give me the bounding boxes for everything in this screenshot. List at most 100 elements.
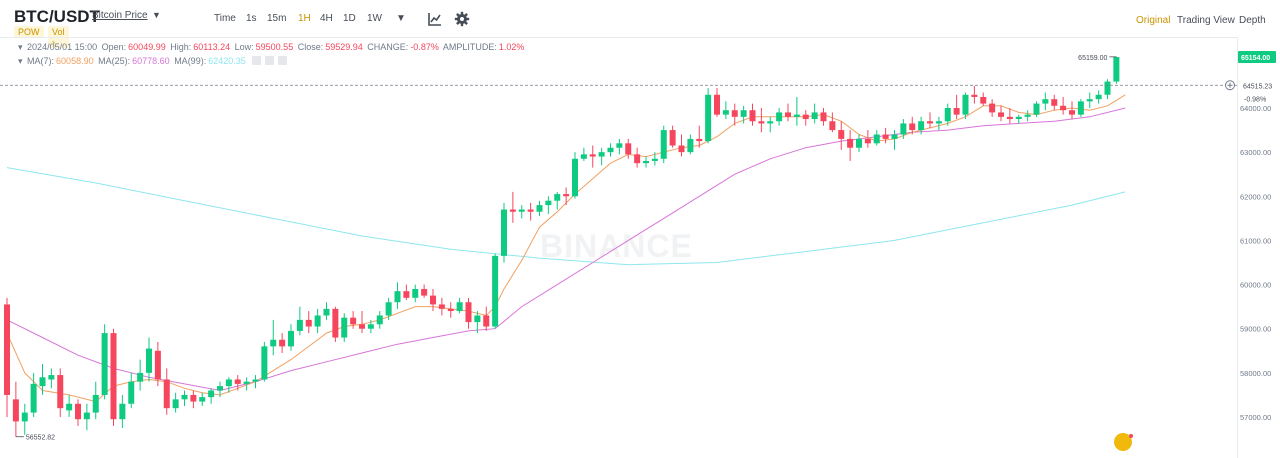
- candle[interactable]: [944, 103, 951, 126]
- candle[interactable]: [314, 308, 321, 334]
- candle[interactable]: [891, 130, 898, 150]
- candle[interactable]: [820, 108, 827, 126]
- candle[interactable]: [243, 377, 250, 391]
- candle[interactable]: [288, 324, 294, 351]
- pow-tag[interactable]: POW: [14, 26, 44, 38]
- candle[interactable]: [793, 96, 800, 126]
- tab-original[interactable]: Original: [1136, 15, 1171, 26]
- candle[interactable]: [882, 127, 889, 144]
- interval-1d[interactable]: 1D: [343, 13, 356, 24]
- candle[interactable]: [128, 372, 135, 409]
- candle[interactable]: [1024, 110, 1031, 122]
- candle[interactable]: [580, 147, 587, 161]
- candle[interactable]: [607, 143, 614, 157]
- candle[interactable]: [172, 392, 179, 413]
- candle[interactable]: [900, 119, 907, 139]
- candle[interactable]: [678, 134, 685, 157]
- candle[interactable]: [92, 381, 99, 420]
- candle[interactable]: [909, 116, 916, 135]
- candle[interactable]: [305, 311, 312, 334]
- candle[interactable]: [509, 191, 516, 223]
- candle[interactable]: [394, 282, 401, 309]
- candle[interactable]: [385, 297, 392, 320]
- tab-depth[interactable]: Depth: [1239, 15, 1266, 26]
- ma-legend-collapse-icon[interactable]: ▾: [18, 56, 23, 66]
- candle[interactable]: [4, 297, 10, 417]
- candle[interactable]: [927, 112, 933, 128]
- ma-close-icon[interactable]: [278, 56, 288, 65]
- candle[interactable]: [30, 372, 37, 417]
- candle[interactable]: [1006, 108, 1013, 124]
- candle[interactable]: [110, 328, 117, 426]
- candle[interactable]: [669, 125, 676, 148]
- candle[interactable]: [767, 116, 774, 133]
- candle[interactable]: [1077, 99, 1084, 117]
- candle[interactable]: [829, 112, 836, 133]
- candle[interactable]: [953, 94, 960, 120]
- candle[interactable]: [154, 341, 161, 387]
- candle[interactable]: [1051, 94, 1058, 111]
- candle[interactable]: [518, 205, 525, 219]
- candle[interactable]: [651, 152, 658, 166]
- candle[interactable]: [705, 88, 712, 144]
- candle[interactable]: [474, 311, 481, 334]
- interval-1h[interactable]: 1H: [298, 13, 311, 24]
- candle[interactable]: [279, 333, 286, 353]
- candle[interactable]: [722, 101, 729, 120]
- interval-1w[interactable]: 1W: [367, 13, 382, 24]
- assistant-badge-icon[interactable]: [1114, 433, 1132, 451]
- candle[interactable]: [225, 377, 232, 393]
- candle[interactable]: [492, 253, 499, 329]
- candle[interactable]: [296, 306, 303, 336]
- candle[interactable]: [438, 297, 445, 316]
- candle[interactable]: [1015, 114, 1022, 124]
- candle[interactable]: [217, 381, 223, 398]
- candle[interactable]: [545, 196, 552, 214]
- candle[interactable]: [989, 99, 996, 117]
- candle[interactable]: [1086, 92, 1093, 108]
- pair-dropdown-chevron-icon[interactable]: ▼: [152, 10, 161, 20]
- candle[interactable]: [1095, 90, 1102, 104]
- candle[interactable]: [536, 200, 543, 217]
- candle[interactable]: [270, 319, 277, 356]
- candle[interactable]: [367, 319, 374, 334]
- candle[interactable]: [101, 324, 108, 400]
- candle[interactable]: [66, 394, 73, 417]
- interval-1s[interactable]: 1s: [246, 13, 257, 24]
- candle[interactable]: [625, 138, 632, 159]
- candle[interactable]: [802, 110, 809, 126]
- candle[interactable]: [1113, 56, 1120, 84]
- candle[interactable]: [21, 403, 28, 435]
- candle[interactable]: [918, 116, 925, 135]
- candle[interactable]: [465, 297, 472, 329]
- candle[interactable]: [598, 147, 605, 166]
- candle[interactable]: [740, 105, 747, 124]
- candle[interactable]: [616, 138, 623, 155]
- candle[interactable]: [838, 121, 845, 150]
- price-axis[interactable]: [1237, 37, 1280, 458]
- candle[interactable]: [137, 359, 144, 391]
- candle[interactable]: [1033, 101, 1040, 117]
- indicator-icon[interactable]: [427, 11, 443, 27]
- candle[interactable]: [430, 288, 436, 312]
- candle[interactable]: [146, 337, 152, 382]
- candle[interactable]: [359, 311, 365, 334]
- candle[interactable]: [48, 368, 55, 389]
- candle[interactable]: [412, 284, 419, 303]
- candle[interactable]: [252, 375, 259, 389]
- candle[interactable]: [75, 399, 81, 426]
- candle[interactable]: [935, 116, 942, 131]
- candle[interactable]: [563, 187, 570, 206]
- candle[interactable]: [554, 191, 561, 210]
- candle[interactable]: [163, 368, 170, 415]
- candle[interactable]: [57, 368, 64, 417]
- candle[interactable]: [1042, 92, 1049, 111]
- candle[interactable]: [776, 108, 783, 126]
- candle[interactable]: [261, 341, 268, 382]
- candle[interactable]: [501, 202, 507, 263]
- ma-settings-icon[interactable]: [265, 56, 275, 65]
- candle[interactable]: [714, 88, 720, 117]
- candle[interactable]: [1069, 101, 1075, 120]
- interval-15m[interactable]: 15m: [267, 13, 287, 24]
- more-intervals-chevron-down-icon[interactable]: ▼: [396, 13, 406, 24]
